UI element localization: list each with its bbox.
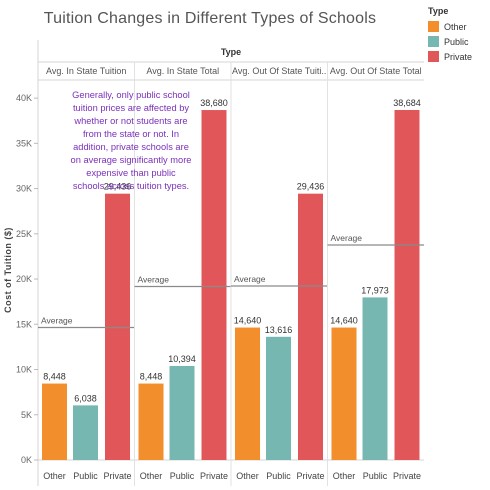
y-tick-label: 0K bbox=[21, 455, 32, 465]
y-tick-label: 30K bbox=[16, 184, 32, 194]
panel-header: Avg. Out Of State Total bbox=[330, 66, 422, 76]
data-label: 13,616 bbox=[265, 325, 293, 335]
data-label: 14,640 bbox=[234, 316, 262, 326]
data-label: 29,436 bbox=[104, 182, 132, 192]
x-tick-label: Public bbox=[73, 471, 98, 481]
x-tick-label: Other bbox=[333, 471, 356, 481]
chart-annotation: Generally, only public school tuition pr… bbox=[70, 90, 192, 191]
bar-other bbox=[331, 327, 357, 460]
data-label: 10,394 bbox=[168, 354, 196, 364]
legend-item-private[interactable]: Private bbox=[428, 51, 472, 62]
data-label: 38,684 bbox=[393, 98, 421, 108]
average-label: Average bbox=[138, 275, 170, 285]
legend-item-other[interactable]: Other bbox=[428, 21, 472, 32]
average-label: Average bbox=[41, 316, 73, 326]
legend-title: Type bbox=[428, 6, 449, 16]
x-tick-label: Private bbox=[200, 471, 228, 481]
x-tick-label: Private bbox=[393, 471, 421, 481]
x-tick-label: Other bbox=[140, 471, 163, 481]
legend-label-public: Public bbox=[444, 36, 469, 47]
x-tick-label: Private bbox=[296, 471, 324, 481]
bar-private bbox=[298, 193, 323, 460]
legend-swatch-public bbox=[428, 36, 439, 47]
data-label: 29,436 bbox=[297, 182, 325, 192]
x-tick-label: Public bbox=[170, 471, 195, 481]
legend-label-other: Other bbox=[444, 21, 467, 32]
legend: Type Other Public Private bbox=[428, 6, 472, 66]
data-label: 8,448 bbox=[140, 372, 163, 382]
y-tick-label: 15K bbox=[16, 319, 32, 329]
x-tick-label: Public bbox=[363, 471, 388, 481]
average-label: Average bbox=[331, 233, 363, 243]
bar-private bbox=[201, 110, 227, 461]
panel-header: Avg. In State Tuition bbox=[46, 66, 126, 76]
panel-header: Avg. In State Total bbox=[146, 66, 219, 76]
panel-header: Avg. Out Of State Tuiti.. bbox=[232, 66, 326, 76]
y-tick-label: 10K bbox=[16, 365, 32, 375]
bar-public bbox=[169, 365, 195, 460]
legend-swatch-other bbox=[428, 21, 439, 32]
bar-private bbox=[105, 193, 130, 460]
chart-title: Tuition Changes in Different Types of Sc… bbox=[43, 10, 377, 27]
y-tick-label: 35K bbox=[16, 138, 32, 148]
bar-private bbox=[394, 110, 420, 461]
bar-other bbox=[42, 383, 67, 460]
data-label: 14,640 bbox=[330, 316, 358, 326]
x-tick-label: Other bbox=[43, 471, 66, 481]
legend-item-public[interactable]: Public bbox=[428, 36, 472, 47]
legend-swatch-private bbox=[428, 51, 439, 62]
bar-public bbox=[266, 336, 291, 460]
y-tick-label: 5K bbox=[21, 410, 32, 420]
bar-public bbox=[362, 297, 388, 460]
data-label: 6,038 bbox=[74, 393, 97, 403]
data-label: 8,448 bbox=[43, 372, 66, 382]
data-label: 17,973 bbox=[361, 285, 389, 295]
bar-other bbox=[138, 383, 164, 460]
x-tick-label: Other bbox=[236, 471, 259, 481]
x-tick-label: Public bbox=[266, 471, 291, 481]
bar-other bbox=[235, 327, 260, 460]
bar-public bbox=[73, 405, 98, 460]
average-label: Average bbox=[234, 274, 266, 284]
y-tick-label: 20K bbox=[16, 274, 32, 284]
legend-label-private: Private bbox=[444, 51, 473, 62]
column-header: Type bbox=[221, 47, 241, 57]
y-axis-title: Cost of Tuition ($) bbox=[3, 227, 13, 313]
y-tick-label: 25K bbox=[16, 229, 32, 239]
x-tick-label: Private bbox=[103, 471, 131, 481]
data-label: 38,680 bbox=[200, 98, 228, 108]
y-tick-label: 40K bbox=[16, 93, 32, 103]
